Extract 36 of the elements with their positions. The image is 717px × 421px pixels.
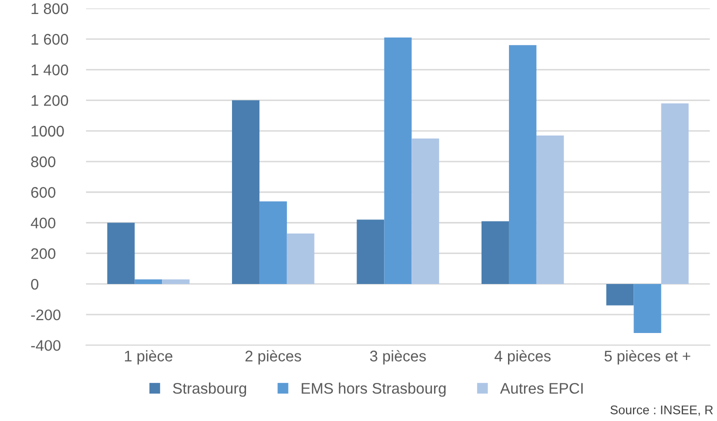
y-tick-label: -400 [31, 340, 60, 351]
bar [661, 103, 689, 284]
bar [508, 45, 536, 284]
bar [259, 201, 287, 284]
y-tick-label: 1 200 [32, 95, 68, 106]
legend-label: Autres EPCI [500, 382, 583, 394]
x-tick-label: 5 pièces et + [604, 350, 690, 364]
bar [634, 284, 662, 333]
bar [606, 284, 634, 306]
x-tick-label: 3 pièces [370, 350, 426, 364]
bar [536, 135, 564, 284]
bar [107, 222, 135, 284]
y-tick-label: 1 600 [32, 34, 68, 45]
y-tick-label: 1000 [32, 126, 64, 137]
y-tick-label: -200 [31, 309, 60, 320]
source-note: Source : INSEE, R [610, 405, 713, 416]
y-tick-label: 400 [30, 218, 56, 228]
bar [286, 233, 314, 284]
y-tick-label: 200 [31, 248, 56, 260]
bar [134, 279, 162, 284]
y-tick-label: 1 800 [32, 3, 68, 14]
bar [232, 100, 260, 284]
bar [482, 221, 509, 284]
bar [162, 279, 190, 284]
x-tick-label: 1 pièce [124, 350, 172, 364]
y-tick-label: 0 [31, 278, 38, 290]
bar [412, 138, 440, 284]
bar [356, 220, 384, 284]
bar [384, 38, 412, 284]
y-tick-label: 800 [31, 156, 56, 168]
y-tick-label: 600 [31, 186, 56, 198]
legend-label: EMS hors Strasbourg [302, 382, 446, 397]
legend-label: Strasbourg [173, 382, 246, 397]
x-tick-label: 4 pièces [494, 350, 551, 364]
y-tick-label: 1 400 [32, 64, 68, 76]
x-tick-label: 2 pièces [245, 350, 302, 364]
